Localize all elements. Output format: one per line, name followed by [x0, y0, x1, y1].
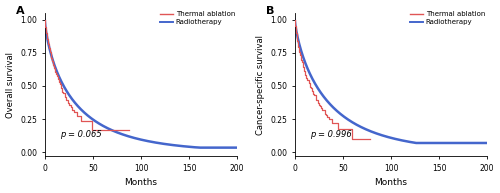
Legend: Thermal ablation, Radiotherapy: Thermal ablation, Radiotherapy: [160, 11, 236, 26]
X-axis label: Months: Months: [374, 179, 408, 187]
Y-axis label: Cancer-specific survival: Cancer-specific survival: [256, 35, 264, 135]
X-axis label: Months: Months: [124, 179, 158, 187]
Text: A: A: [16, 6, 24, 16]
Text: p = 0.996: p = 0.996: [310, 130, 352, 139]
Text: B: B: [266, 6, 274, 16]
Legend: Thermal ablation, Radiotherapy: Thermal ablation, Radiotherapy: [410, 11, 486, 26]
Text: p = 0.065: p = 0.065: [60, 130, 102, 139]
Y-axis label: Overall survival: Overall survival: [6, 52, 15, 118]
